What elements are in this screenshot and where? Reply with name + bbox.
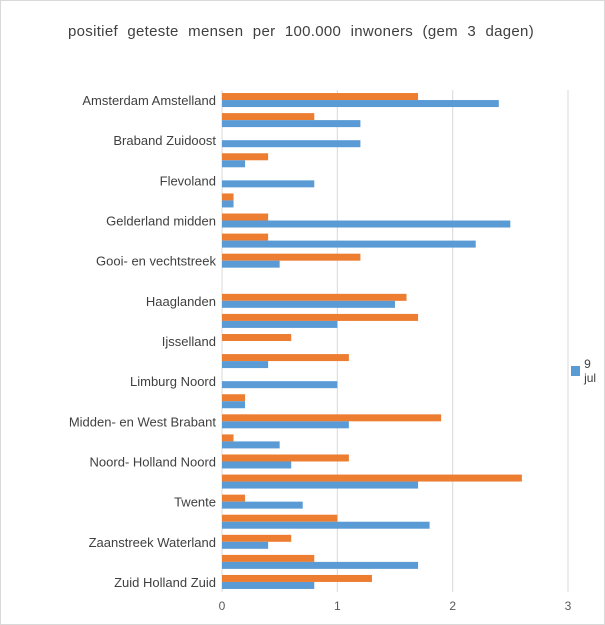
bar — [222, 481, 419, 489]
category-label: Gooi- en vechtstreek — [96, 254, 216, 269]
bar — [222, 461, 292, 469]
bar — [222, 100, 499, 108]
x-tick-label: 2 — [449, 599, 456, 613]
bar — [222, 541, 269, 549]
bar — [222, 233, 269, 241]
bar — [222, 414, 442, 422]
category-label: Midden- en West Brabant — [69, 414, 217, 429]
bar — [222, 501, 303, 509]
x-tick-label: 0 — [219, 599, 226, 613]
bar — [222, 421, 349, 429]
bar — [222, 454, 349, 462]
category-label: Zuid Holland Zuid — [114, 575, 216, 590]
bar — [222, 361, 269, 369]
bar — [222, 474, 522, 482]
bar — [222, 193, 234, 201]
bar — [222, 401, 246, 409]
category-label: Ijsselland — [162, 334, 216, 349]
category-label: Zaanstreek Waterland — [89, 535, 216, 550]
chart-title: positief geteste mensen per 100.000 inwo… — [68, 23, 534, 40]
bar — [222, 574, 372, 582]
bar — [222, 120, 361, 128]
legend-label: 9 jul — [584, 357, 597, 385]
bar — [222, 300, 395, 308]
legend-swatch — [571, 366, 581, 376]
bar — [222, 381, 338, 389]
bar — [222, 93, 419, 101]
bar — [222, 441, 280, 449]
category-label: Amsterdam Amstelland — [82, 93, 216, 108]
category-label: Flevoland — [160, 173, 216, 188]
bar — [222, 434, 234, 442]
x-tick-label: 3 — [565, 599, 572, 613]
bar — [222, 534, 292, 542]
bar — [222, 313, 419, 321]
bar — [222, 220, 511, 228]
bar — [222, 260, 280, 268]
legend: 9 jul — [571, 357, 604, 385]
bar — [222, 293, 407, 301]
bar — [222, 354, 349, 362]
category-label: Haaglanden — [146, 294, 216, 309]
bar — [222, 554, 315, 562]
bar — [222, 561, 419, 569]
bar — [222, 200, 234, 208]
bar — [222, 521, 430, 529]
category-label: Gelderland midden — [106, 214, 216, 229]
x-tick-label: 1 — [334, 599, 341, 613]
bar — [222, 581, 315, 589]
category-label: Noord- Holland Noord — [90, 454, 216, 469]
bar — [222, 240, 476, 248]
category-label: Limburg Noord — [130, 374, 216, 389]
category-label: Twente — [174, 495, 216, 510]
bar — [222, 320, 338, 328]
bar — [222, 153, 269, 161]
bar — [222, 394, 246, 402]
category-label: Braband Zuidoost — [113, 133, 216, 148]
bar — [222, 514, 338, 522]
bar — [222, 334, 292, 341]
bar — [222, 160, 246, 168]
bar — [222, 213, 269, 221]
bar — [222, 140, 361, 148]
bar — [222, 494, 246, 502]
bar — [222, 180, 315, 188]
bar — [222, 113, 315, 121]
bar — [222, 253, 361, 261]
